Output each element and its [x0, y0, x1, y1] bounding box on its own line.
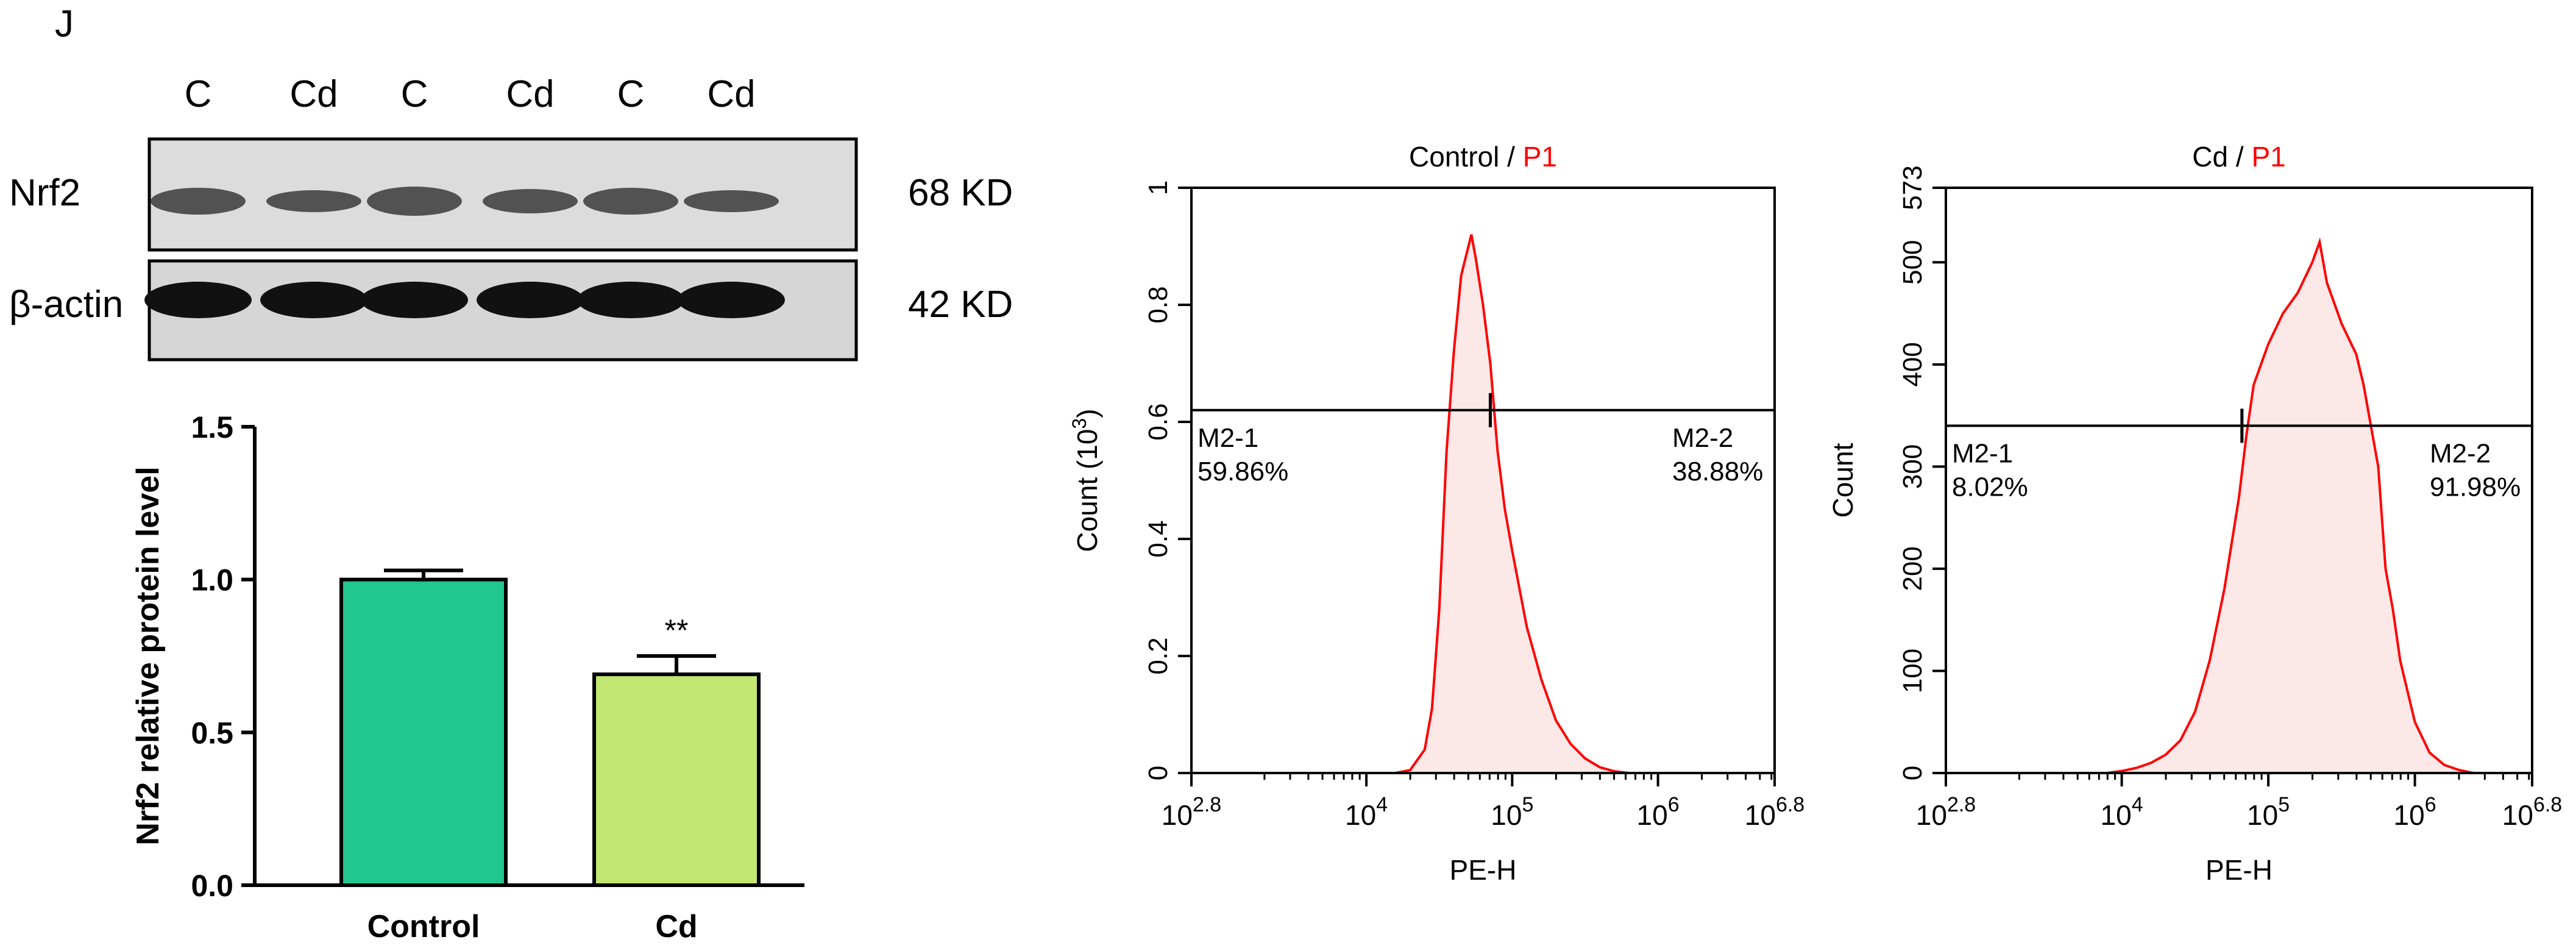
blot-row-label-actin: β-actin — [9, 283, 123, 326]
y-tick-label: 200 — [1898, 546, 1928, 591]
x-axis-label: PE-H — [1450, 854, 1517, 886]
x-tick-label: 106 — [2394, 793, 2436, 831]
blot-size-nrf2: 68 KD — [908, 172, 1013, 214]
bar — [592, 672, 761, 887]
lane-label: Cd — [707, 73, 755, 115]
chart-title: Control / P1 — [1409, 141, 1557, 173]
blot-size-actin: 42 KD — [908, 283, 1013, 326]
x-tick-label: Control — [367, 909, 480, 944]
y-tick-label: 0.6 — [1143, 403, 1173, 440]
gate-left-name: M2-1 — [1952, 438, 2013, 468]
y-axis-label: Nrf2 relative protein level — [130, 466, 166, 845]
x-tick-label: 106.8 — [2502, 793, 2562, 831]
band-actin — [477, 282, 584, 318]
lane-label: Cd — [289, 73, 338, 115]
blot-bands — [144, 187, 785, 318]
y-tick-label: 0.5 — [191, 716, 233, 750]
plot-frame — [1945, 187, 2533, 774]
x-axis-label: PE-H — [2205, 854, 2273, 886]
lane-label: C — [401, 73, 428, 115]
gate-right-percent: 91.98% — [2430, 472, 2521, 502]
band-actin — [577, 282, 684, 318]
flow-histogram-cd: Cd / P1 M2-1 8.02% M2-2 91.98% 0 100 200 300 400 5… — [1827, 141, 2562, 886]
band-actin — [144, 282, 252, 318]
y-tick-label: 573 — [1898, 165, 1928, 210]
plot-frame — [1190, 187, 1776, 774]
y-tick-label: 300 — [1898, 444, 1928, 489]
x-tick-label: 105 — [2247, 793, 2290, 831]
lane-labels: C Cd C Cd C Cd — [185, 73, 756, 115]
x-tick-label: Cd — [655, 909, 697, 944]
y-tick-label: 100 — [1898, 649, 1928, 693]
band-nrf2 — [266, 190, 361, 212]
y-tick-label: 1 — [1143, 180, 1173, 195]
y-tick-label: 0.0 — [191, 869, 233, 903]
western-blot: C Cd C Cd C Cd Nrf2 β-actin 68 KD 42 KD — [9, 73, 1013, 362]
lane-label: C — [617, 73, 645, 115]
gate-right-name: M2-2 — [1672, 423, 1733, 453]
y-tick-label: 0.4 — [1143, 520, 1173, 557]
band-nrf2 — [684, 190, 779, 212]
bar-chart: 0.0 0.5 1.0 1.5 Control Cd ** Nrf2 relative pro… — [130, 410, 804, 944]
x-tick-label: 104 — [1345, 793, 1388, 831]
histogram-fill — [1946, 241, 2532, 774]
gate-right-percent: 38.88% — [1672, 457, 1763, 486]
y-tick-label: 400 — [1898, 342, 1928, 387]
histogram-line — [1191, 234, 1775, 774]
x-tick-label: 105 — [1491, 793, 1533, 831]
histogram-fill — [1191, 234, 1775, 773]
y-tick-label: 1.0 — [191, 563, 233, 597]
panel-label: J — [55, 3, 74, 45]
band-nrf2 — [483, 189, 578, 213]
band-actin — [361, 282, 468, 318]
gate-left-percent: 59.86% — [1198, 457, 1288, 486]
gate-left-name: M2-1 — [1198, 423, 1258, 453]
x-tick-label: 106 — [1637, 793, 1680, 831]
x-tick-label: 102.8 — [1162, 793, 1221, 831]
y-axis-label: Count — [1827, 443, 1859, 518]
blot-row-label-nrf2: Nrf2 — [9, 172, 80, 214]
y-axis-label: Count (103) — [1068, 408, 1103, 552]
x-tick-label: 102.8 — [1916, 793, 1976, 831]
y-tick-label: 0.2 — [1143, 637, 1173, 674]
gate-right-name: M2-2 — [2430, 438, 2491, 468]
band-nrf2 — [583, 188, 678, 215]
x-tick-label: 104 — [2101, 793, 2143, 831]
y-tick-label: 1.5 — [191, 410, 233, 444]
significance-label: ** — [665, 613, 689, 647]
y-tick-label: 0 — [1898, 766, 1928, 780]
histogram-line — [1946, 237, 2532, 774]
flow-histogram-control: Control / P1 M2-1 59.86% M2-2 38.88% 0 0.2 0.4 0… — [1068, 141, 1804, 886]
y-tick-label: 0 — [1143, 766, 1173, 780]
x-tick-label: 106.8 — [1745, 793, 1804, 831]
band-nrf2 — [151, 188, 246, 215]
bar — [339, 577, 508, 888]
band-actin — [678, 282, 785, 318]
band-nrf2 — [367, 187, 462, 216]
gate-left-percent: 8.02% — [1952, 472, 2028, 502]
y-tick-label: 0.8 — [1143, 286, 1173, 323]
band-actin — [260, 282, 367, 318]
lane-label: C — [185, 73, 212, 115]
chart-title: Cd / P1 — [2192, 141, 2285, 173]
y-tick-label: 500 — [1898, 240, 1928, 285]
lane-label: Cd — [506, 73, 554, 115]
